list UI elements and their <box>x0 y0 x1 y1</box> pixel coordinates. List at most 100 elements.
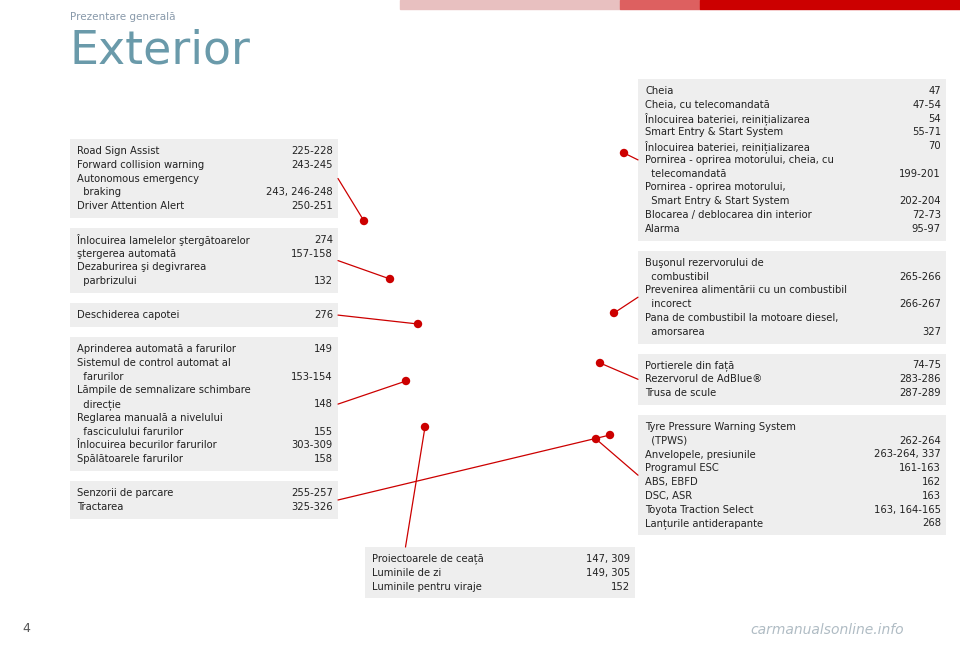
Text: 163: 163 <box>922 491 941 501</box>
Text: Tyre Pressure Warning System: Tyre Pressure Warning System <box>645 422 796 432</box>
Text: Programul ESC: Programul ESC <box>645 463 719 473</box>
Text: Luminile de zi: Luminile de zi <box>372 568 442 578</box>
Text: 255-257: 255-257 <box>291 488 333 498</box>
Text: 4: 4 <box>22 622 30 635</box>
Text: 263-264, 337: 263-264, 337 <box>875 450 941 459</box>
Text: Prezentare generală: Prezentare generală <box>70 12 176 22</box>
Text: 132: 132 <box>314 276 333 286</box>
Text: 47: 47 <box>928 86 941 96</box>
Text: Aprinderea automată a farurilor: Aprinderea automată a farurilor <box>77 344 236 354</box>
Text: 70: 70 <box>928 141 941 151</box>
Text: Reglarea manuală a nivelului: Reglarea manuală a nivelului <box>77 413 223 423</box>
Text: 243, 246-248: 243, 246-248 <box>266 188 333 197</box>
Text: telecomandată: telecomandată <box>645 169 727 178</box>
Bar <box>638 79 946 241</box>
Bar <box>70 481 338 519</box>
Text: farurilor: farurilor <box>77 371 124 382</box>
Text: fasciculului farurilor: fasciculului farurilor <box>77 426 183 437</box>
Text: 243-245: 243-245 <box>292 160 333 169</box>
Bar <box>700 0 960 9</box>
Text: Autonomous emergency: Autonomous emergency <box>77 173 199 184</box>
Circle shape <box>620 149 628 156</box>
Text: 72-73: 72-73 <box>912 210 941 220</box>
Text: Înlocuirea becurilor farurilor: Înlocuirea becurilor farurilor <box>77 441 217 450</box>
Circle shape <box>596 360 604 367</box>
Text: 276: 276 <box>314 310 333 320</box>
Text: Înlocuirea bateriei, reinițializarea: Înlocuirea bateriei, reinițializarea <box>645 112 810 125</box>
Text: Pornirea - oprirea motorului, cheia, cu: Pornirea - oprirea motorului, cheia, cu <box>645 155 834 165</box>
Text: 162: 162 <box>922 477 941 487</box>
Circle shape <box>611 310 617 317</box>
Text: 274: 274 <box>314 235 333 245</box>
Text: Cheia: Cheia <box>645 86 673 96</box>
Text: combustibil: combustibil <box>645 271 709 282</box>
Text: Deschiderea capotei: Deschiderea capotei <box>77 310 180 320</box>
Text: 157-158: 157-158 <box>291 249 333 259</box>
Text: Toyota Traction Select: Toyota Traction Select <box>645 505 754 515</box>
Text: Portierele din față: Portierele din față <box>645 360 734 371</box>
Text: 202-204: 202-204 <box>900 196 941 206</box>
Circle shape <box>415 321 421 328</box>
Circle shape <box>361 217 368 225</box>
Text: Înlocuirea lamelelor ştergătoarelor: Înlocuirea lamelelor ştergătoarelor <box>77 234 250 246</box>
Bar <box>365 547 635 598</box>
Circle shape <box>592 435 599 443</box>
Bar <box>70 228 338 293</box>
Text: braking: braking <box>77 188 121 197</box>
Text: 148: 148 <box>314 399 333 409</box>
Text: Exterior: Exterior <box>70 28 251 73</box>
Text: Trusa de scule: Trusa de scule <box>645 388 716 398</box>
Bar <box>70 337 338 471</box>
Text: Driver Attention Alert: Driver Attention Alert <box>77 201 184 211</box>
Text: Smart Entry & Start System: Smart Entry & Start System <box>645 196 789 206</box>
Text: 155: 155 <box>314 426 333 437</box>
Circle shape <box>387 275 394 282</box>
Text: Dezaburirea şi degivrarea: Dezaburirea şi degivrarea <box>77 262 206 273</box>
Text: Prevenirea alimentării cu un combustibil: Prevenirea alimentării cu un combustibil <box>645 286 847 295</box>
Text: 74-75: 74-75 <box>912 360 941 371</box>
Text: 327: 327 <box>922 326 941 337</box>
Text: DSC, ASR: DSC, ASR <box>645 491 692 501</box>
Text: Sistemul de control automat al: Sistemul de control automat al <box>77 358 230 368</box>
Text: Smart Entry & Start System: Smart Entry & Start System <box>645 127 783 138</box>
Text: 265-266: 265-266 <box>900 271 941 282</box>
Text: direcție: direcție <box>77 398 121 410</box>
Bar <box>638 251 946 343</box>
Text: 325-326: 325-326 <box>292 502 333 512</box>
Bar <box>638 354 946 405</box>
Text: amorsarea: amorsarea <box>645 326 705 337</box>
Text: Senzorii de parcare: Senzorii de parcare <box>77 488 174 498</box>
Text: 199-201: 199-201 <box>900 169 941 178</box>
Text: ştergerea automată: ştergerea automată <box>77 249 176 259</box>
Bar <box>70 139 338 218</box>
Text: Road Sign Assist: Road Sign Assist <box>77 146 159 156</box>
Text: 55-71: 55-71 <box>912 127 941 138</box>
Text: 95-97: 95-97 <box>912 224 941 234</box>
Circle shape <box>607 432 613 439</box>
Circle shape <box>402 378 410 384</box>
Text: 225-228: 225-228 <box>291 146 333 156</box>
Text: 153-154: 153-154 <box>292 371 333 382</box>
Text: Luminile pentru viraje: Luminile pentru viraje <box>372 582 482 591</box>
Text: Cheia, cu telecomandată: Cheia, cu telecomandată <box>645 100 770 110</box>
Text: 250-251: 250-251 <box>291 201 333 211</box>
Text: 262-264: 262-264 <box>900 435 941 446</box>
Text: 161-163: 161-163 <box>900 463 941 473</box>
Circle shape <box>421 424 428 430</box>
Bar <box>638 415 946 535</box>
Bar <box>400 0 620 9</box>
Text: Spălătoarele farurilor: Spălătoarele farurilor <box>77 454 183 464</box>
Text: 152: 152 <box>611 582 630 591</box>
Bar <box>70 303 338 327</box>
Text: ABS, EBFD: ABS, EBFD <box>645 477 698 487</box>
Text: Rezervorul de AdBlue®: Rezervorul de AdBlue® <box>645 374 762 384</box>
Text: Blocarea / deblocarea din interior: Blocarea / deblocarea din interior <box>645 210 812 220</box>
Text: Forward collision warning: Forward collision warning <box>77 160 204 169</box>
Text: Buşonul rezervorului de: Buşonul rezervorului de <box>645 258 764 267</box>
Text: 266-267: 266-267 <box>900 299 941 309</box>
Text: 283-286: 283-286 <box>900 374 941 384</box>
Text: 287-289: 287-289 <box>900 388 941 398</box>
Text: 268: 268 <box>922 519 941 528</box>
Text: Înlocuirea bateriei, reinițializarea: Înlocuirea bateriei, reinițializarea <box>645 140 810 153</box>
Text: 54: 54 <box>928 114 941 123</box>
